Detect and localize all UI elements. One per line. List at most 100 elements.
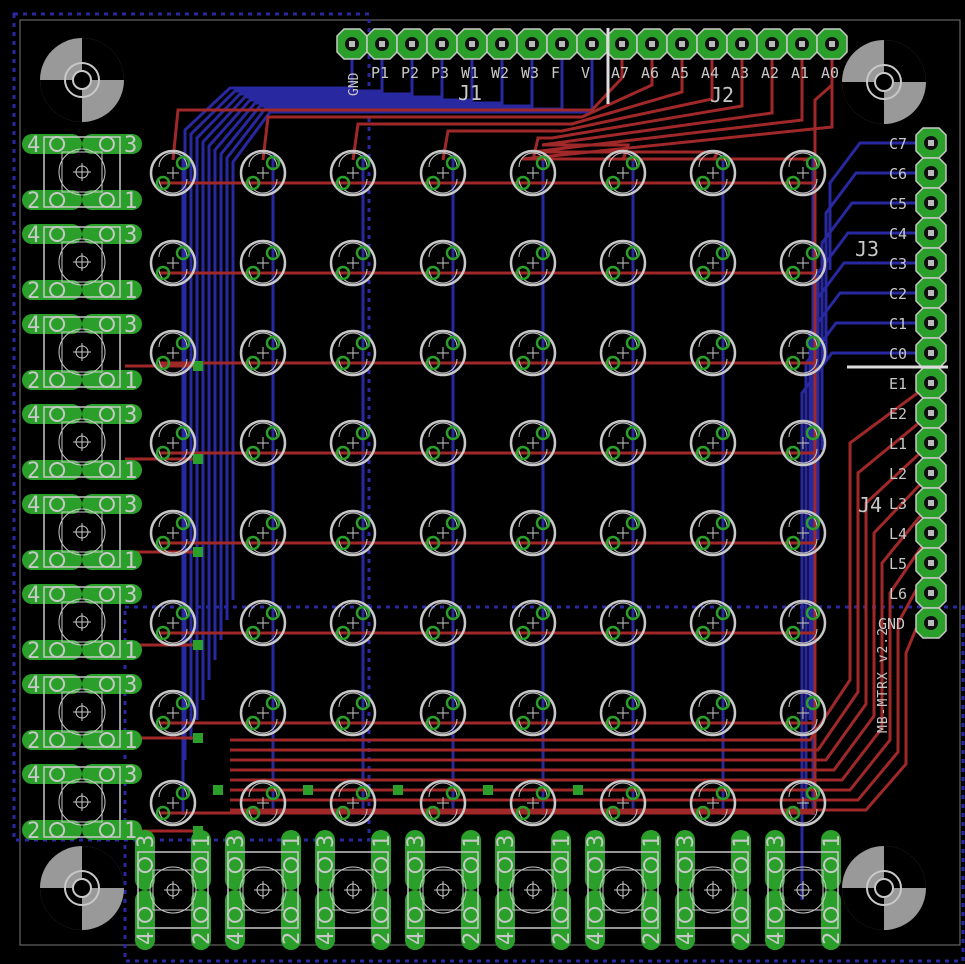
led-outline xyxy=(689,509,737,557)
led-lens xyxy=(338,782,368,824)
led-pad-cathode xyxy=(605,265,621,281)
led xyxy=(149,419,197,467)
led xyxy=(779,599,827,647)
led-pad-cathode xyxy=(245,265,261,281)
button-actuator xyxy=(599,866,647,914)
led xyxy=(239,509,287,557)
led-pad-cathode xyxy=(155,175,171,191)
led-pad-anode xyxy=(355,245,371,261)
led xyxy=(239,239,287,287)
led xyxy=(599,329,647,377)
button-actuator xyxy=(58,778,106,826)
button-cap xyxy=(61,781,103,823)
led xyxy=(689,329,737,377)
button-pin-label: 3 xyxy=(674,835,699,848)
button-cap xyxy=(61,151,103,193)
button-pad xyxy=(82,820,142,840)
button-body xyxy=(767,851,839,929)
header-pin-label: A2 xyxy=(761,64,779,82)
header-pin-drill xyxy=(589,41,595,47)
led-pad-anode xyxy=(445,785,461,801)
button-pad xyxy=(641,830,661,890)
led-outline xyxy=(509,329,557,377)
led-pad-anode xyxy=(355,335,371,351)
led-pad-anode xyxy=(715,425,731,441)
header-pin-label: L1 xyxy=(889,435,907,453)
led xyxy=(779,689,827,737)
via xyxy=(193,454,203,464)
led-lens xyxy=(158,692,188,734)
header-pin-label: A0 xyxy=(821,64,839,82)
led-outline xyxy=(599,599,647,647)
button-cap xyxy=(602,869,644,911)
led-outline xyxy=(149,149,197,197)
button-pin-label: 4 xyxy=(224,932,249,945)
led-outline xyxy=(149,509,197,557)
header-pin-drill xyxy=(928,140,934,146)
led-pad-anode xyxy=(715,515,731,531)
header-pin-drill xyxy=(499,41,505,47)
led-outline xyxy=(599,779,647,827)
bus-trace xyxy=(195,44,414,720)
led-pad-anode xyxy=(445,425,461,441)
mounting-hole xyxy=(842,846,926,930)
led xyxy=(239,599,287,647)
led-lens xyxy=(428,512,458,554)
header-pin-label: A1 xyxy=(791,64,809,82)
led xyxy=(329,509,377,557)
button-pad xyxy=(585,830,605,890)
led-lens xyxy=(608,242,638,284)
led-pad-cathode xyxy=(515,445,531,461)
button-pin-label: 4 xyxy=(27,133,40,158)
bottom-button: 4 3 2 1 xyxy=(134,830,215,950)
bottom-button: 4 3 2 1 xyxy=(764,830,845,950)
button-pin-label: 1 xyxy=(124,279,137,304)
led-pad-cathode xyxy=(155,445,171,461)
button-actuator xyxy=(689,866,737,914)
led-outline xyxy=(239,779,287,827)
header-pin-drill xyxy=(928,170,934,176)
led xyxy=(509,329,557,377)
led xyxy=(599,689,647,737)
led-outline xyxy=(419,689,467,737)
button-pin-label: 4 xyxy=(27,583,40,608)
led-pad-cathode xyxy=(605,535,621,551)
button-cap xyxy=(242,869,284,911)
header-pin-drill xyxy=(928,470,934,476)
button-pad xyxy=(82,764,142,784)
button-trace xyxy=(230,411,932,752)
led-lens xyxy=(158,512,188,554)
header-pin-label: L6 xyxy=(889,585,907,603)
header-pin-label: F xyxy=(551,64,560,82)
led-outline xyxy=(239,329,287,377)
led xyxy=(329,599,377,647)
header-pin-label: W1 xyxy=(461,64,479,82)
led xyxy=(689,599,737,647)
led-pad-anode xyxy=(265,245,281,261)
led-lens xyxy=(788,422,818,464)
header-pin-drill xyxy=(928,290,934,296)
led-pad-cathode xyxy=(335,715,351,731)
led-pad-anode xyxy=(625,155,641,171)
led-pad-anode xyxy=(805,515,821,531)
led xyxy=(149,779,197,827)
column-connector-trace xyxy=(808,291,931,720)
button-pad xyxy=(22,404,82,424)
led-lens xyxy=(788,512,818,554)
led-pad-anode xyxy=(625,785,641,801)
button-actuator xyxy=(329,866,377,914)
button-cap xyxy=(61,241,103,283)
button-pin-label: 1 xyxy=(460,835,485,848)
header-pin-label: W2 xyxy=(491,64,509,82)
led-pad-cathode xyxy=(335,355,351,371)
button-body xyxy=(43,226,121,298)
button-pin-label: 4 xyxy=(404,932,429,945)
button-pin-label: 3 xyxy=(764,835,789,848)
led-pad-cathode xyxy=(695,715,711,731)
header-pin-label: C0 xyxy=(889,345,907,363)
led-pad-anode xyxy=(445,335,461,351)
led xyxy=(329,779,377,827)
led-pad-anode xyxy=(535,335,551,351)
mounting-hole-ring xyxy=(866,870,902,906)
button-pin-label: 2 xyxy=(27,819,40,844)
